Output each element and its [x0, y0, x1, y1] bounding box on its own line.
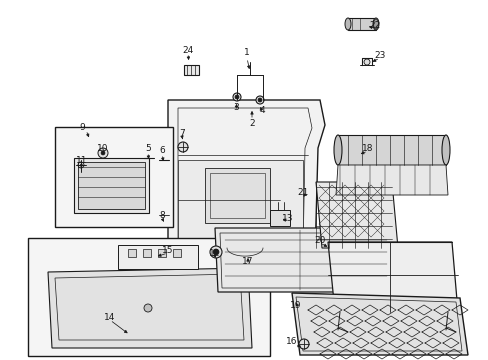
- Text: 3: 3: [233, 103, 238, 112]
- Bar: [158, 249, 165, 257]
- Bar: [78, 162, 145, 209]
- Bar: [128, 249, 136, 257]
- Bar: [347, 18, 375, 30]
- Text: 18: 18: [362, 144, 373, 153]
- Text: 6: 6: [159, 145, 164, 154]
- Circle shape: [178, 142, 187, 152]
- Bar: [178, 160, 303, 250]
- Bar: [118, 245, 198, 269]
- Bar: [337, 135, 445, 165]
- Text: 7: 7: [179, 129, 184, 138]
- Text: 14: 14: [104, 314, 116, 323]
- Ellipse shape: [373, 19, 378, 29]
- Circle shape: [162, 158, 165, 162]
- Ellipse shape: [441, 135, 449, 165]
- Circle shape: [363, 59, 369, 65]
- Text: 5: 5: [145, 144, 151, 153]
- Ellipse shape: [333, 135, 341, 165]
- Text: 24: 24: [182, 45, 193, 54]
- Text: 8: 8: [159, 211, 164, 220]
- Text: 23: 23: [373, 50, 385, 59]
- Circle shape: [209, 246, 222, 258]
- Text: 2: 2: [249, 118, 254, 127]
- Text: 9: 9: [79, 122, 85, 131]
- Text: 12: 12: [209, 248, 220, 257]
- Text: 11: 11: [76, 156, 87, 165]
- Text: 22: 22: [368, 21, 380, 30]
- Text: 21: 21: [297, 188, 308, 197]
- Circle shape: [213, 249, 219, 255]
- Text: 13: 13: [282, 213, 293, 222]
- Bar: [209, 173, 264, 218]
- Text: 19: 19: [290, 301, 301, 310]
- Bar: [55, 127, 173, 227]
- Bar: [269, 210, 289, 226]
- Circle shape: [298, 339, 308, 349]
- Circle shape: [145, 154, 153, 162]
- Circle shape: [159, 210, 169, 220]
- Bar: [142, 249, 151, 257]
- Bar: [204, 168, 269, 223]
- Circle shape: [258, 98, 262, 102]
- Polygon shape: [291, 293, 467, 355]
- Circle shape: [101, 151, 105, 155]
- Circle shape: [256, 96, 264, 104]
- Circle shape: [232, 93, 241, 101]
- Bar: [173, 249, 181, 257]
- Ellipse shape: [345, 18, 350, 30]
- Text: 20: 20: [314, 235, 325, 244]
- Polygon shape: [168, 100, 325, 278]
- Text: 4: 4: [259, 105, 264, 114]
- Circle shape: [143, 304, 152, 312]
- Circle shape: [235, 95, 239, 99]
- Text: 16: 16: [285, 338, 297, 346]
- Polygon shape: [335, 165, 447, 195]
- Text: 15: 15: [162, 246, 173, 255]
- Text: 1: 1: [244, 48, 249, 57]
- Polygon shape: [315, 182, 397, 248]
- Text: 17: 17: [242, 257, 253, 266]
- Bar: [74, 158, 149, 213]
- Bar: [183, 65, 199, 75]
- Polygon shape: [215, 228, 395, 292]
- Polygon shape: [48, 268, 251, 348]
- Bar: [28, 238, 269, 356]
- Circle shape: [147, 156, 151, 160]
- Circle shape: [98, 148, 108, 158]
- Circle shape: [160, 156, 168, 164]
- Polygon shape: [327, 242, 457, 312]
- Text: 10: 10: [97, 144, 108, 153]
- Ellipse shape: [372, 18, 378, 30]
